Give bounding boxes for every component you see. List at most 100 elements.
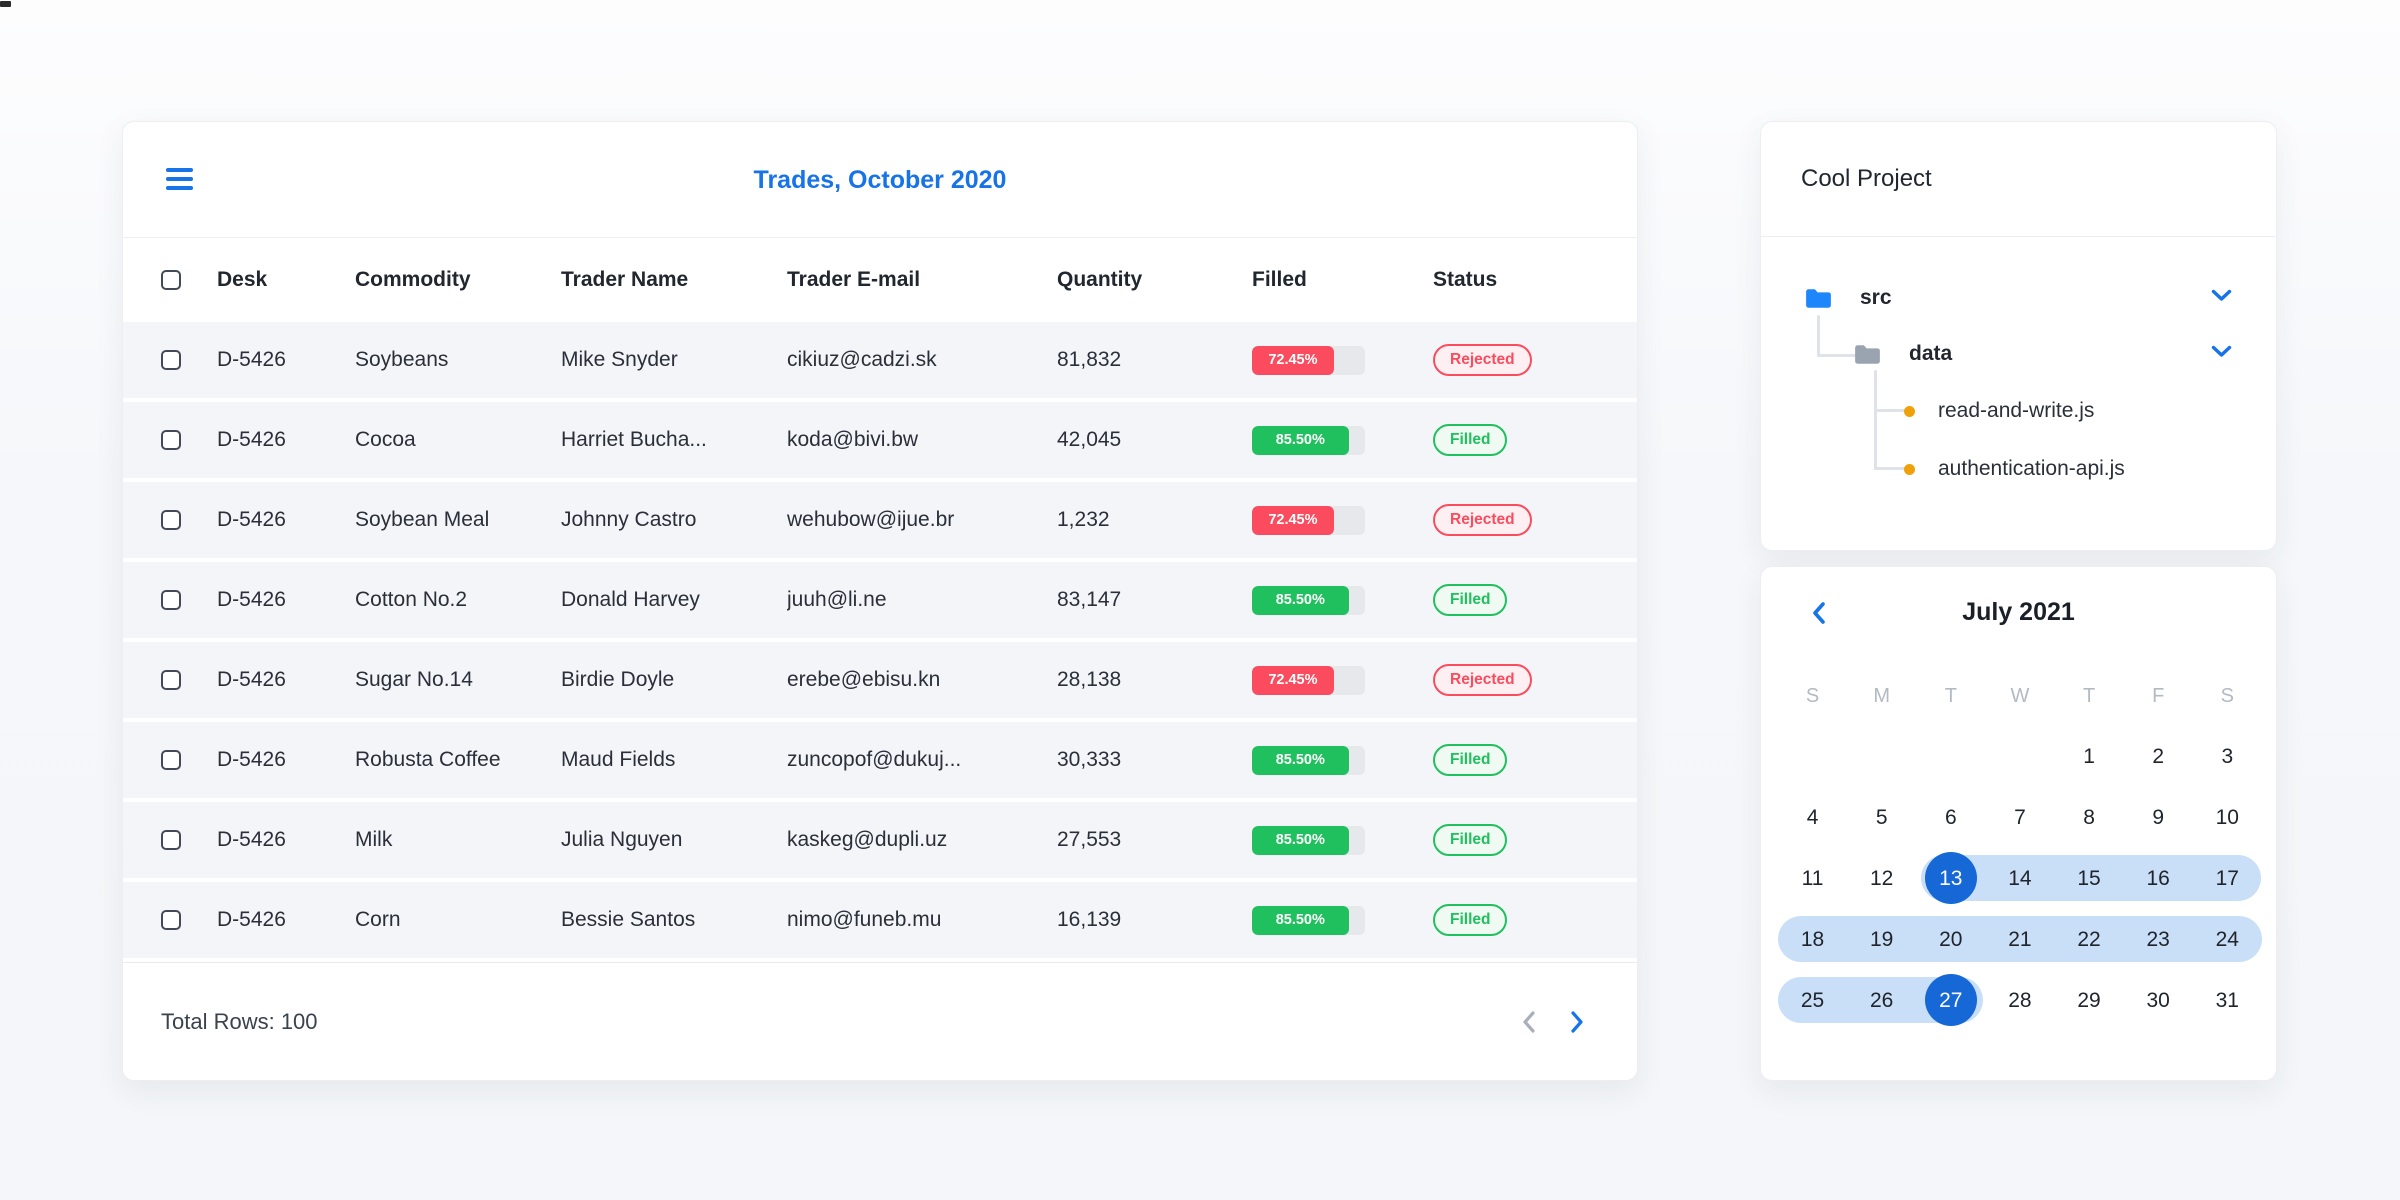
select-all-checkbox[interactable] <box>161 270 181 290</box>
calendar-day[interactable]: 15 <box>2077 866 2101 890</box>
calendar-week: 18 19 20 21 22 23 24 <box>1761 909 2276 970</box>
status-badge: Filled <box>1433 424 1508 456</box>
calendar-day[interactable]: 30 <box>2146 988 2170 1012</box>
filled-progress-value: 85.50% <box>1252 585 1349 615</box>
cell-quantity: 16,139 <box>1057 908 1122 931</box>
calendar-day[interactable]: 20 <box>1939 927 1963 951</box>
column-header-email[interactable]: Trader E-mail <box>787 268 921 291</box>
table-row: D-5426 Cocoa Harriet Bucha... koda@bivi.… <box>123 402 1637 478</box>
row-checkbox[interactable] <box>161 830 181 850</box>
calendar-day[interactable]: 4 <box>1806 805 1819 829</box>
calendar-day[interactable]: 29 <box>2077 988 2101 1012</box>
calendar-day[interactable]: 28 <box>2008 988 2032 1012</box>
folder-icon <box>1855 344 1880 364</box>
column-header-filled[interactable]: Filled <box>1252 268 1307 291</box>
calendar-day[interactable]: 21 <box>2008 927 2032 951</box>
cell-quantity: 81,832 <box>1057 348 1122 371</box>
tree-item-file[interactable]: read-and-write.js <box>1904 393 2276 429</box>
cell-desk: D-5426 <box>217 428 286 451</box>
tree-item-data[interactable]: data <box>1854 336 2276 372</box>
row-checkbox[interactable] <box>161 910 181 930</box>
range-highlight <box>1921 855 2261 901</box>
filled-progress-bar: 72.45% <box>1252 665 1365 695</box>
calendar-week: 11 12 13 14 15 16 17 <box>1761 848 2276 909</box>
row-checkbox[interactable] <box>161 670 181 690</box>
chevron-down-icon[interactable] <box>2211 289 2232 307</box>
cell-commodity: Robusta Coffee <box>355 748 501 771</box>
selected-day-circle <box>1925 852 1977 904</box>
cell-email: erebe@ebisu.kn <box>787 668 941 691</box>
weekday-label: T <box>1944 685 1957 707</box>
calendar-day[interactable]: 24 <box>2215 927 2239 951</box>
calendar-day-selected-start[interactable]: 13 <box>1939 866 1963 890</box>
calendar-day[interactable]: 31 <box>2215 988 2239 1012</box>
calendar-day[interactable]: 22 <box>2077 927 2101 951</box>
calendar-day[interactable]: 19 <box>1870 927 1894 951</box>
cell-quantity: 28,138 <box>1057 668 1122 691</box>
calendar-grid: 1 2 3 4 5 6 7 8 9 10 11 12 13 14 <box>1761 726 2276 1031</box>
calendar-day[interactable]: 8 <box>2083 805 2095 829</box>
row-checkbox[interactable] <box>161 350 181 370</box>
cell-quantity: 42,045 <box>1057 428 1122 451</box>
column-header-quantity[interactable]: Quantity <box>1057 268 1143 291</box>
table-row: D-5426 Robusta Coffee Maud Fields zuncop… <box>123 722 1637 798</box>
calendar-day[interactable]: 1 <box>2083 744 2095 768</box>
column-header-trader[interactable]: Trader Name <box>561 268 689 291</box>
status-badge: Filled <box>1433 744 1508 776</box>
calendar-day[interactable]: 12 <box>1870 866 1894 890</box>
menu-icon[interactable] <box>166 164 196 194</box>
status-badge: Filled <box>1433 904 1508 936</box>
calendar-day[interactable]: 10 <box>2215 805 2239 829</box>
filled-progress-value: 85.50% <box>1252 425 1349 455</box>
file-dot-icon <box>1904 405 1915 417</box>
calendar-day-selected-end[interactable]: 27 <box>1939 988 1963 1012</box>
cell-email: wehubow@ijue.br <box>787 508 955 531</box>
calendar-day[interactable]: 23 <box>2146 927 2170 951</box>
calendar-day[interactable]: 16 <box>2146 866 2170 890</box>
table-row: D-5426 Milk Julia Nguyen kaskeg@dupli.uz… <box>123 802 1637 878</box>
prev-page-icon[interactable] <box>1521 1010 1536 1034</box>
column-header-commodity[interactable]: Commodity <box>355 268 471 291</box>
calendar-day[interactable]: 17 <box>2215 866 2239 890</box>
row-checkbox[interactable] <box>161 750 181 770</box>
calendar-day[interactable]: 5 <box>1875 805 1888 829</box>
cell-email: kaskeg@dupli.uz <box>787 828 948 851</box>
calendar-day[interactable]: 14 <box>2008 866 2032 890</box>
row-checkbox[interactable] <box>161 510 181 530</box>
next-page-icon[interactable] <box>1570 1010 1585 1034</box>
calendar-day[interactable]: 26 <box>1870 988 1894 1012</box>
tree-connector <box>1874 409 1906 412</box>
calendar-day[interactable]: 2 <box>2152 744 2165 768</box>
column-header-status[interactable]: Status <box>1433 268 1498 291</box>
column-header-desk[interactable]: Desk <box>217 268 268 291</box>
cell-email: juuh@li.ne <box>787 588 887 611</box>
tree-item-file[interactable]: authentication-api.js <box>1904 451 2276 487</box>
status-badge: Rejected <box>1433 664 1532 696</box>
file-tree: src data read-and-write.js authenticatio… <box>1761 237 2276 551</box>
calendar-day[interactable]: 6 <box>1944 805 1957 829</box>
calendar-day[interactable]: 9 <box>2152 805 2165 829</box>
tree-item-src[interactable]: src <box>1805 280 2276 316</box>
trades-card: Trades, October 2020 Desk Commodity Trad… <box>122 121 1638 1081</box>
folder-name: src <box>1860 286 1892 309</box>
cell-email: cikiuz@cadzi.sk <box>787 348 937 371</box>
calendar-day[interactable]: 25 <box>1800 988 1825 1012</box>
chevron-down-icon[interactable] <box>2211 345 2232 363</box>
tree-connector <box>1874 467 1906 470</box>
calendar-day[interactable]: 3 <box>2221 744 2234 768</box>
filled-progress-bar: 85.50% <box>1252 745 1365 775</box>
cell-commodity: Corn <box>355 908 401 931</box>
row-checkbox[interactable] <box>161 430 181 450</box>
cell-desk: D-5426 <box>217 588 286 611</box>
weekday-label: W <box>2010 685 2030 707</box>
calendar-day[interactable]: 11 <box>1801 866 1824 890</box>
calendar-day[interactable]: 18 <box>1800 927 1825 951</box>
pagination <box>1521 1010 1585 1034</box>
row-checkbox[interactable] <box>161 590 181 610</box>
table-footer: Total Rows: 100 <box>123 962 1637 1080</box>
folder-icon <box>1806 288 1831 308</box>
calendar-day[interactable]: 7 <box>2014 805 2026 829</box>
status-badge: Filled <box>1433 584 1508 616</box>
chevron-left-icon[interactable] <box>1811 601 1826 630</box>
calendar-week: 4 5 6 7 8 9 10 <box>1761 787 2276 848</box>
